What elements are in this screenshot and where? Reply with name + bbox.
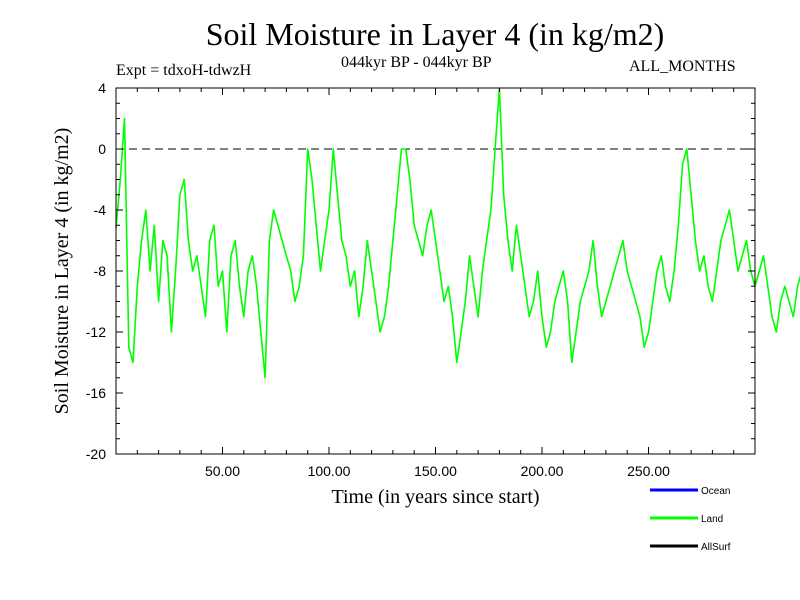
x-tick-label: 100.00 (308, 463, 351, 479)
x-tick-label: 250.00 (627, 463, 670, 479)
x-tick-label: 50.00 (205, 463, 240, 479)
legend: Ocean Land AllSurf (650, 486, 731, 553)
legend-label-ocean: Ocean (701, 486, 730, 497)
y-tick-label: -20 (86, 446, 106, 462)
months-label: ALL_MONTHS (629, 58, 736, 75)
y-axis-title: Soil Moisture in Layer 4 (in kg/m2) (51, 128, 73, 415)
plot-frame (115, 87, 756, 455)
x-tick-label: 150.00 (414, 463, 457, 479)
y-tick-label: -4 (94, 202, 107, 218)
experiment-label: Expt = tdxoH-tdwzH (116, 62, 252, 79)
chart-title: Soil Moisture in Layer 4 (in kg/m2) (205, 16, 665, 52)
y-tick-label: -12 (86, 324, 106, 340)
legend-label-land: Land (701, 514, 723, 525)
y-tick-label: -16 (86, 385, 106, 401)
x-tick-label: 200.00 (521, 463, 564, 479)
legend-label-allsurf: AllSurf (701, 542, 731, 553)
y-tick-label: 4 (98, 80, 106, 96)
series-line-land (115, 87, 800, 379)
period-label: 044kyr BP - 044kyr BP (341, 54, 492, 71)
y-tick-label: 0 (98, 141, 106, 157)
x-axis-title: Time (in years since start) (331, 486, 539, 508)
y-tick-label: -8 (94, 263, 107, 279)
